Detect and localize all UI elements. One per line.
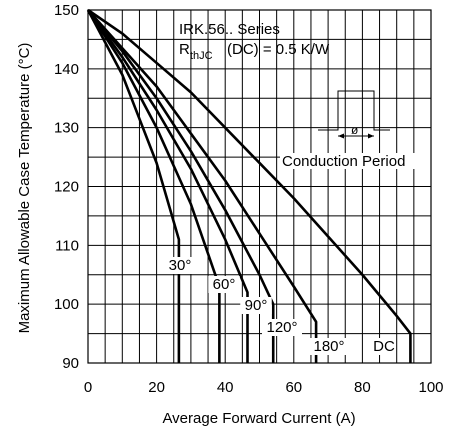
series-line <box>87 8 412 363</box>
series-label: 120° <box>266 319 297 336</box>
series-line <box>86 9 249 363</box>
y-tick-label: 140 <box>54 61 79 78</box>
y-tick-label: 130 <box>54 120 79 137</box>
rth-value: (DC) = 0.5 K/W <box>227 41 330 58</box>
y-tick-label: 110 <box>55 237 79 254</box>
series-line <box>86 9 221 363</box>
x-tick-label: 20 <box>148 379 165 396</box>
y-tick-label: 90 <box>62 355 79 372</box>
series-line <box>87 9 318 363</box>
series-label-bg <box>262 319 302 336</box>
series-label-bg <box>309 338 349 355</box>
series-group: 30° 60° 90° 120° 180° DC <box>86 8 412 363</box>
y-axis-label: Maximum Allowable Case Temperature (°C) <box>16 43 33 334</box>
conduction-period-label: Conduction Period <box>282 153 405 170</box>
rth-subscript: thJC <box>190 50 213 62</box>
series-label: 180° <box>313 338 344 355</box>
y-tick-label: 150 <box>54 2 79 19</box>
series-label-bg <box>164 257 196 274</box>
x-tick-label: 40 <box>217 379 234 396</box>
x-tick-label: 100 <box>418 379 443 396</box>
grid <box>88 10 431 363</box>
series-label-bg <box>240 297 272 314</box>
conduction-period-inset: ø Conduction Period <box>280 90 440 170</box>
y-tick-label: 120 <box>54 179 79 196</box>
series-label-bg <box>372 338 396 355</box>
rth-symbol: R <box>179 41 190 58</box>
x-tick-label: 0 <box>84 379 92 396</box>
series-label: 30° <box>169 257 192 274</box>
y-tick-labels: 90 100 110 120 130 140 150 <box>54 2 79 372</box>
series-label-bg <box>208 276 240 293</box>
x-tick-label: 60 <box>285 379 302 396</box>
series-label: DC <box>373 338 395 355</box>
plot-frame <box>87 9 432 364</box>
series-line <box>86 9 181 363</box>
series-label: 60° <box>213 276 236 293</box>
series-annotation: IRK.56.. Series <box>179 21 280 38</box>
conduction-angle-symbol: ø <box>351 123 359 137</box>
x-tick-labels: 0 20 40 60 80 100 <box>84 379 444 396</box>
pulse-waveform-icon <box>318 90 390 131</box>
y-tick-label: 100 <box>54 296 79 313</box>
series-label: 90° <box>245 297 268 314</box>
x-axis-label: Average Forward Current (A) <box>162 410 355 427</box>
x-tick-label: 80 <box>354 379 371 396</box>
